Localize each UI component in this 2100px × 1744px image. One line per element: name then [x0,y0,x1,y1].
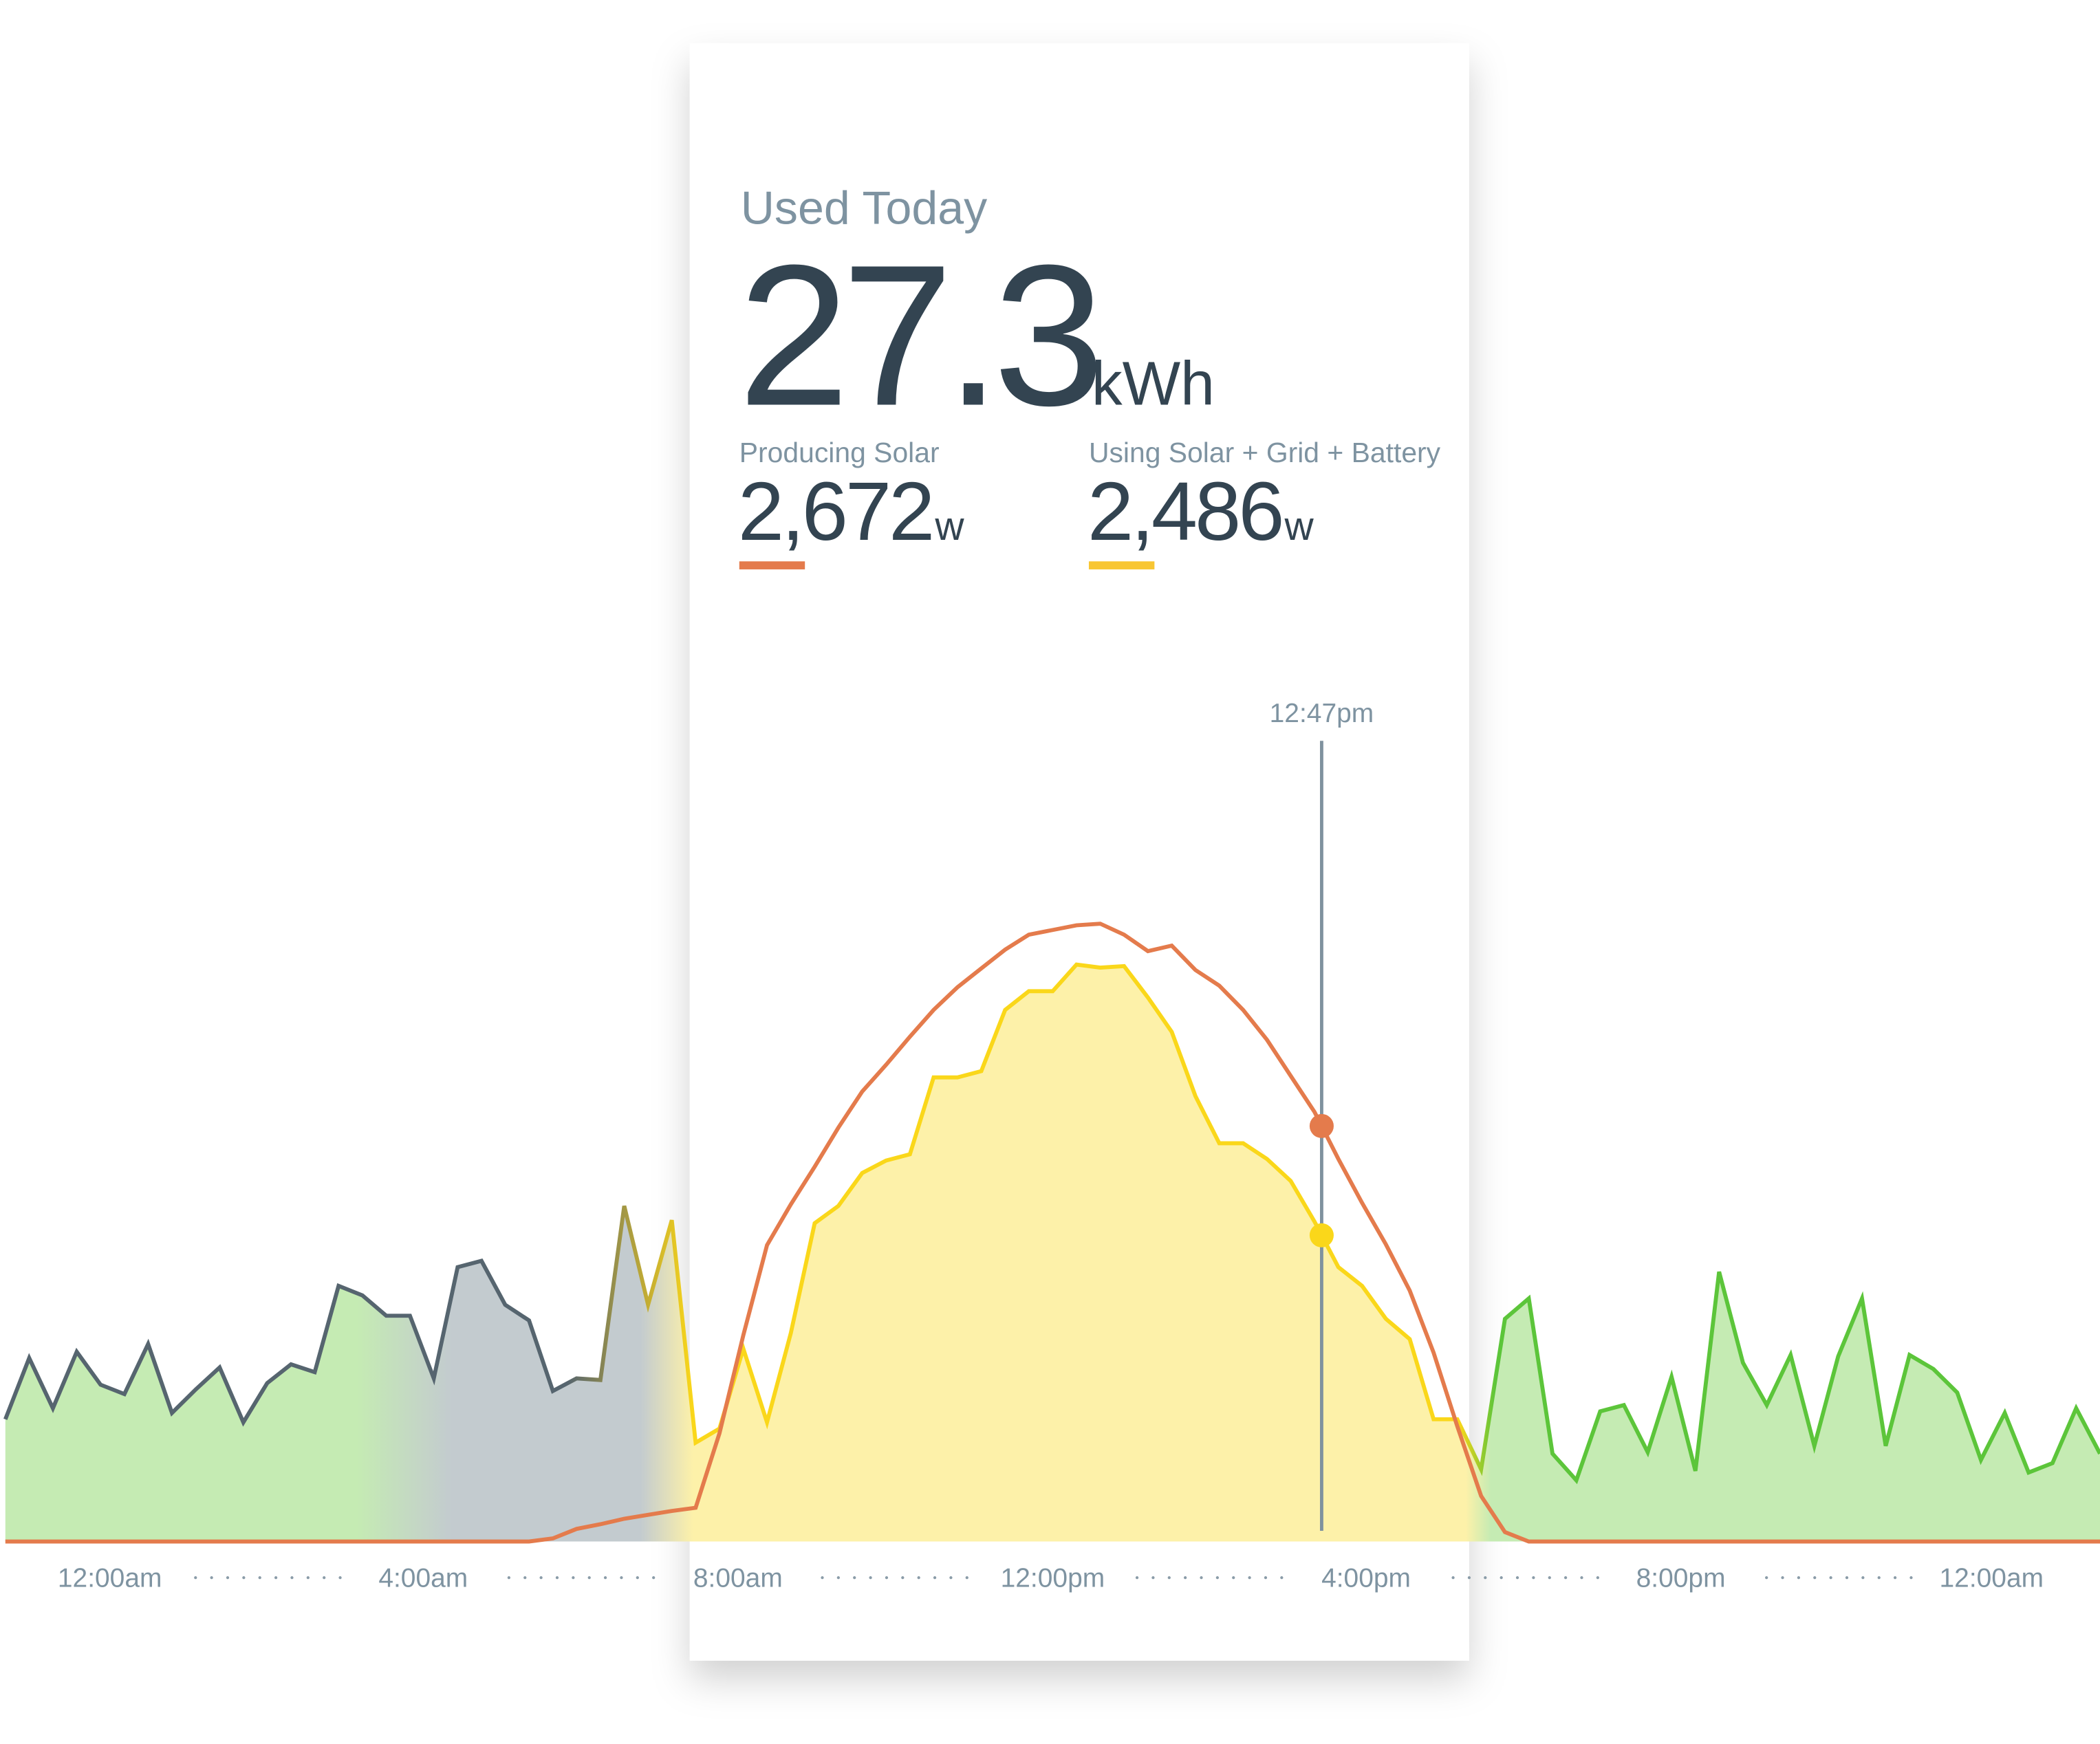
metric-label-usage: Using Solar + Grid + Battery [1089,437,1441,468]
time-marker-label: 12:47pm [1270,699,1374,728]
total-value: 27.3 [738,223,1097,447]
usage-chart: 12:47pm [3,699,2100,1544]
metric-number: 2,672 [738,465,933,558]
metric-value-solar: 2,672 w [738,465,964,558]
x-tick-label: 8:00pm [1636,1564,1726,1593]
metric-label-solar: Producing Solar [739,437,940,468]
usage-marker-dot [1309,1223,1334,1247]
summary-text: Used Today 27.3 kWh Producing Solar 2,67… [738,182,1441,569]
usage-line [3,962,2100,1485]
x-tick-label: 12:00am [1940,1564,2044,1593]
usage-color-swatch [1088,561,1155,569]
solar-color-swatch [739,561,805,569]
x-tick-label: 8:00am [693,1564,783,1593]
x-tick-label: 12:00pm [1001,1564,1105,1593]
usage-area-fill [5,964,2100,1542]
x-axis: 12:00am 4:00am 8:00am 12:00pm 4:00pm 8:0… [58,1564,2044,1593]
metric-unit: w [1284,504,1314,549]
solar-marker-dot [1309,1113,1334,1138]
x-tick-label: 12:00am [58,1564,162,1593]
metric-value-usage: 2,486 w [1087,465,1314,558]
x-tick-label: 4:00am [378,1564,468,1593]
metric-number: 2,486 [1087,465,1282,558]
card-title: Used Today [741,182,988,235]
solar-line [5,922,2100,1544]
metric-unit: w [934,504,964,549]
total-unit: kWh [1092,349,1215,417]
x-tick-label: 4:00pm [1321,1564,1411,1593]
